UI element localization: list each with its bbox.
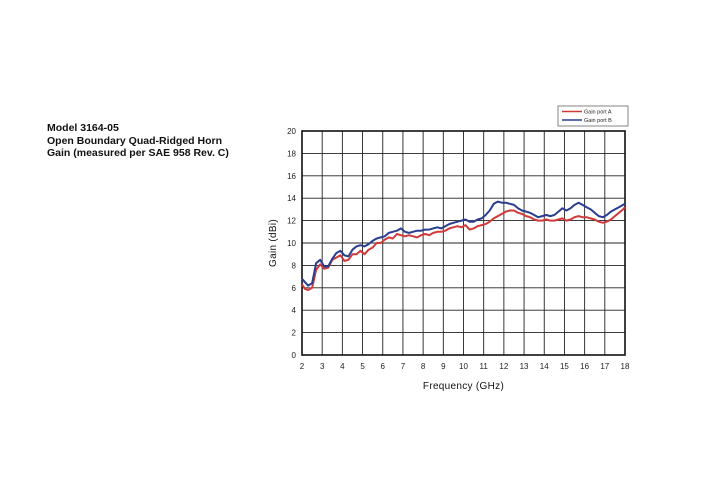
product-title: Open Boundary Quad-Ridged Horn <box>47 134 222 147</box>
x-tick-label: 11 <box>480 362 489 371</box>
series-line-port-b <box>301 200 626 287</box>
x-tick-label: 3 <box>320 362 325 371</box>
x-tick-label: 4 <box>340 362 345 371</box>
legend-label-port-b: Gain port B <box>584 118 612 124</box>
y-tick-label: 14 <box>287 194 296 203</box>
y-tick-label: 4 <box>292 306 297 315</box>
x-tick-label: 7 <box>401 362 406 371</box>
legend-label-port-a: Gain port A <box>584 110 612 116</box>
y-tick-label: 18 <box>287 149 296 158</box>
x-tick-label: 16 <box>580 362 589 371</box>
x-tick-label: 6 <box>381 362 386 371</box>
model-title: Model 3164-05 <box>47 122 119 134</box>
x-tick-label: 8 <box>421 362 426 371</box>
x-tick-label: 18 <box>621 362 630 371</box>
y-tick-labels: 0 2 4 6 8 10 12 14 16 18 20 <box>287 127 296 360</box>
x-tick-label: 15 <box>560 362 569 371</box>
y-tick-label: 6 <box>292 284 297 293</box>
legend: Gain port A Gain port B <box>557 105 629 127</box>
x-tick-label: 2 <box>300 362 305 371</box>
x-tick-label: 12 <box>499 362 508 371</box>
series-line-port-a <box>301 206 626 291</box>
grid-lines <box>301 130 626 356</box>
x-tick-label: 5 <box>360 362 365 371</box>
x-tick-label: 13 <box>520 362 529 371</box>
x-tick-label: 9 <box>441 362 446 371</box>
x-axis-label: Frequency (GHz) <box>423 381 504 392</box>
x-tick-label: 10 <box>459 362 468 371</box>
y-tick-label: 20 <box>287 127 296 136</box>
y-tick-label: 16 <box>287 172 296 181</box>
x-tick-label: 17 <box>600 362 609 371</box>
chart-title-block: Model 3164-05 Open Boundary Quad-Ridged … <box>47 122 229 160</box>
y-tick-label: 10 <box>287 239 296 248</box>
measurement-title: Gain (measured per SAE 958 Rev. C) <box>47 147 229 159</box>
series-layer <box>301 200 626 291</box>
y-tick-label: 8 <box>292 261 297 270</box>
x-tick-labels: 2 3 4 5 6 7 8 9 10 11 12 13 14 15 16 17 18 <box>300 362 630 371</box>
plot-frame <box>301 130 626 356</box>
x-tick-label: 14 <box>540 362 549 371</box>
y-axis-label: Gain (dBi) <box>268 219 279 267</box>
y-tick-label: 0 <box>292 351 297 360</box>
y-tick-label: 2 <box>292 329 297 338</box>
y-tick-label: 12 <box>287 217 296 226</box>
